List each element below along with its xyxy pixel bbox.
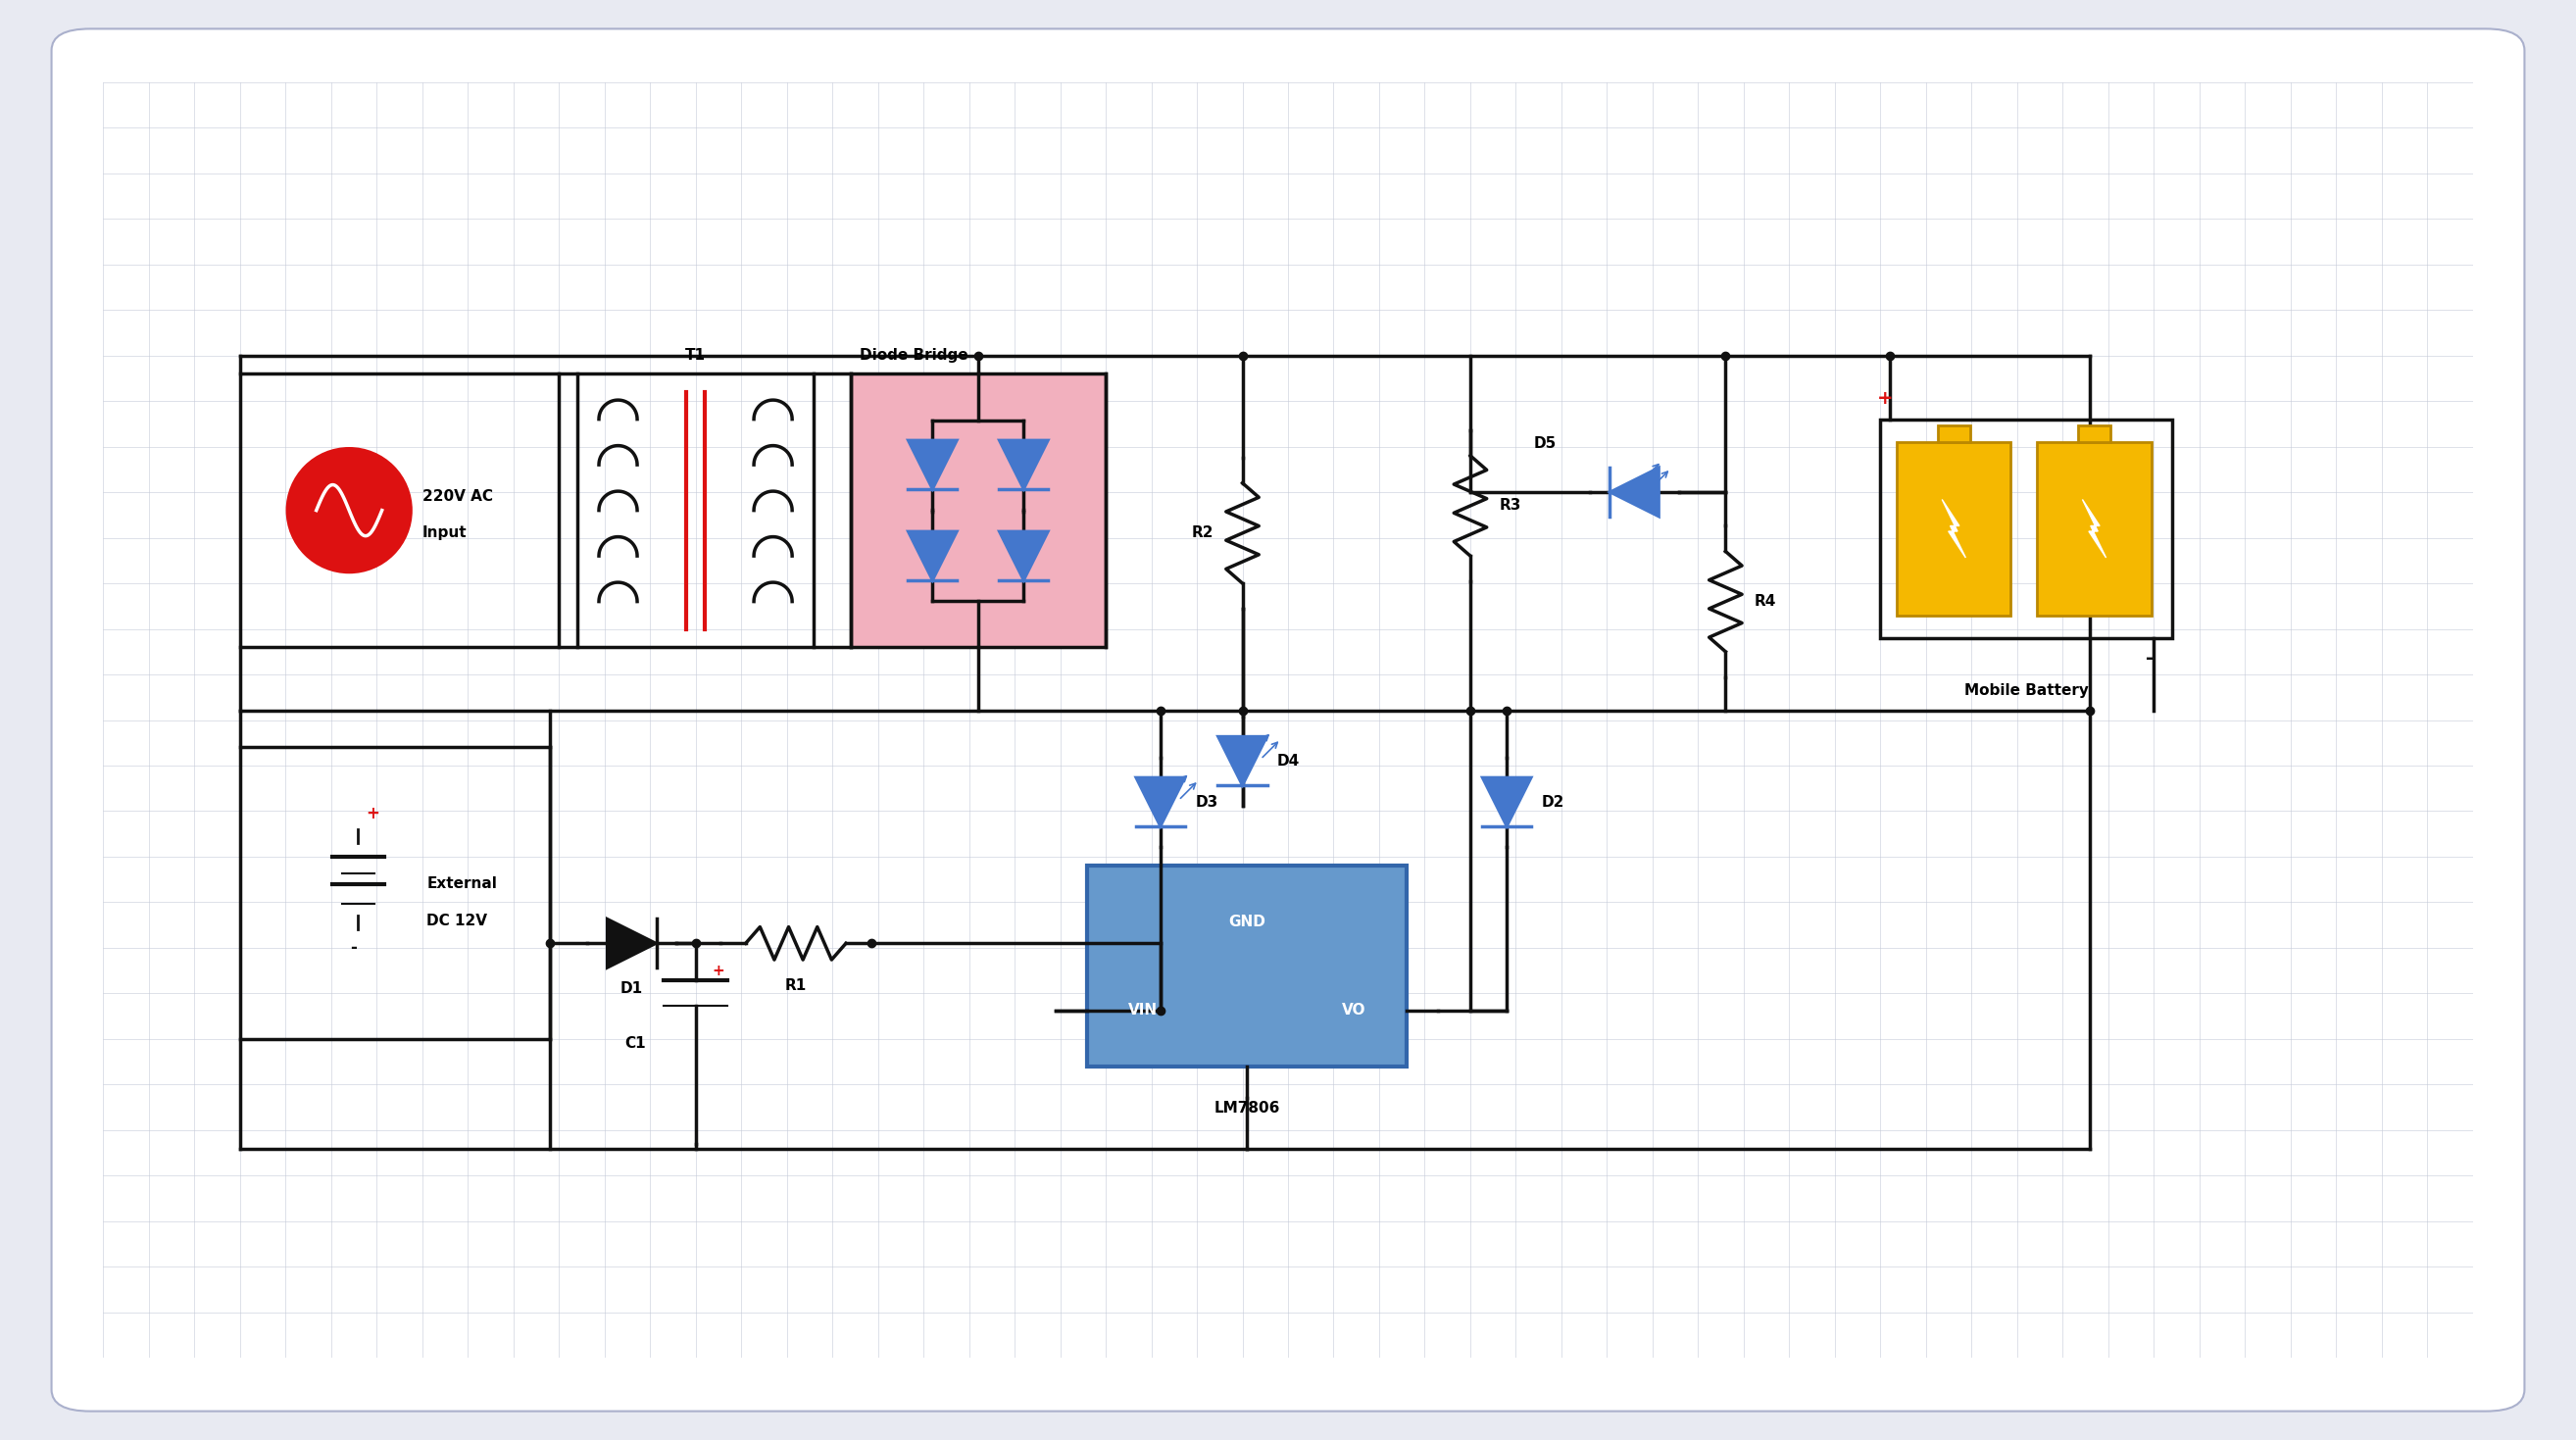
Text: D3: D3 [1195, 795, 1218, 809]
Circle shape [286, 448, 412, 572]
Bar [240, 747, 549, 1040]
Text: -: - [2146, 649, 2154, 668]
Text: External: External [428, 877, 497, 891]
Text: LM7806: LM7806 [1213, 1102, 1280, 1116]
Text: D4: D4 [1278, 753, 1301, 769]
Bar [1087, 865, 1406, 1067]
Polygon shape [999, 531, 1048, 580]
Bar [2079, 426, 2110, 442]
Text: +: + [366, 805, 379, 822]
Bar [850, 373, 1105, 647]
Text: D1: D1 [621, 982, 644, 996]
Text: R1: R1 [786, 978, 806, 992]
Text: T1: T1 [685, 348, 706, 363]
Text: D5: D5 [1535, 436, 1556, 451]
Text: +: + [711, 963, 724, 978]
Bar [1937, 426, 1971, 442]
Text: +: + [1878, 390, 1893, 409]
Text: GND: GND [1229, 914, 1265, 929]
Text: Input: Input [422, 526, 466, 540]
Polygon shape [1218, 736, 1267, 786]
Text: VO: VO [1342, 1002, 1365, 1018]
Text: 220V AC: 220V AC [422, 490, 492, 504]
Polygon shape [999, 441, 1048, 490]
Text: D2: D2 [1540, 795, 1564, 809]
Bar [577, 373, 814, 647]
Text: -: - [350, 939, 358, 956]
Text: DC 12V: DC 12V [428, 913, 487, 927]
Text: C1: C1 [623, 1037, 647, 1051]
Text: Diode Bridge: Diode Bridge [860, 348, 969, 363]
Text: VIN: VIN [1128, 1002, 1159, 1018]
Polygon shape [1136, 778, 1185, 827]
Text: R4: R4 [1754, 595, 1777, 609]
Polygon shape [1942, 500, 1965, 557]
Bar [1896, 442, 2012, 615]
Polygon shape [2081, 500, 2107, 557]
Text: Mobile Battery: Mobile Battery [1963, 684, 2089, 698]
Bar [1880, 419, 2172, 638]
Text: R3: R3 [1499, 498, 1522, 513]
Bar [2038, 442, 2151, 615]
Polygon shape [608, 919, 657, 968]
Polygon shape [1481, 778, 1530, 827]
Polygon shape [907, 531, 958, 580]
Polygon shape [907, 441, 958, 490]
Text: R2: R2 [1190, 526, 1213, 540]
Polygon shape [1610, 468, 1659, 517]
Bar [240, 373, 559, 647]
